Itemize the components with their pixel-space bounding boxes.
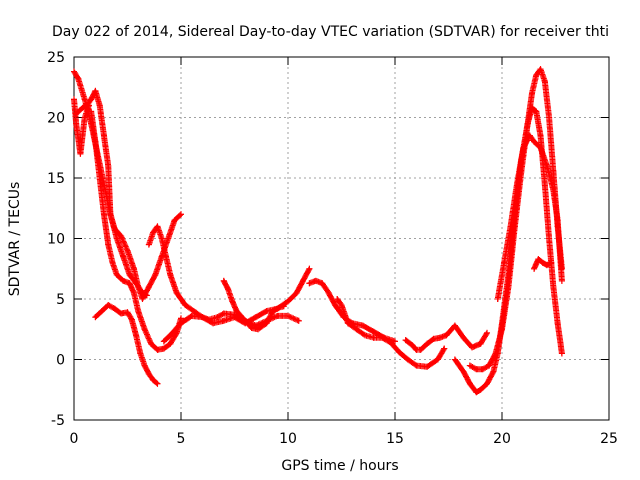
data-point <box>542 78 548 84</box>
x-tick-label: 5 <box>177 431 186 447</box>
series-markers <box>306 278 398 345</box>
series-track <box>161 311 302 345</box>
chart-title: Day 022 of 2014, Sidereal Day-to-day VTE… <box>52 24 609 40</box>
data-point <box>495 296 501 302</box>
y-tick-label: 0 <box>56 353 65 369</box>
x-tick-label: 20 <box>493 431 511 447</box>
data-point <box>221 318 227 324</box>
data-point <box>555 320 561 326</box>
x-axis-label: GPS time / hours <box>281 458 398 474</box>
series-track <box>334 296 447 370</box>
data-point <box>105 242 111 248</box>
data-point <box>529 90 535 96</box>
data-point <box>542 181 548 187</box>
data-point <box>101 211 107 217</box>
data-point <box>546 115 552 121</box>
data-point <box>501 260 507 266</box>
data-point <box>546 236 552 242</box>
y-axis: -5 0 5 10 15 20 25 <box>47 50 609 429</box>
y-axis-label: SDTVAR / TECUs <box>7 182 23 297</box>
x-tick-label: 0 <box>70 431 79 447</box>
series-markers <box>161 311 302 345</box>
data-point <box>101 133 107 139</box>
y-tick-label: 20 <box>47 111 65 127</box>
y-tick-label: 10 <box>47 232 65 248</box>
data-point <box>77 151 83 157</box>
y-tick-label: 25 <box>47 50 65 66</box>
y-tick-label: -5 <box>51 413 65 429</box>
series-markers <box>334 296 447 370</box>
x-tick-label: 10 <box>279 431 297 447</box>
x-tick-label: 15 <box>386 431 404 447</box>
series-track <box>306 278 398 345</box>
data-point <box>71 96 77 102</box>
y-tick-label: 5 <box>56 292 65 308</box>
series-layer <box>71 66 565 395</box>
y-tick-label: 15 <box>47 171 65 187</box>
data-point <box>105 163 111 169</box>
data-point <box>559 278 565 284</box>
data-point <box>110 260 116 266</box>
x-tick-label: 25 <box>600 431 618 447</box>
data-point <box>559 350 565 356</box>
chart: Day 022 of 2014, Sidereal Day-to-day VTE… <box>0 0 640 480</box>
data-point <box>550 284 556 290</box>
data-point <box>159 236 165 242</box>
